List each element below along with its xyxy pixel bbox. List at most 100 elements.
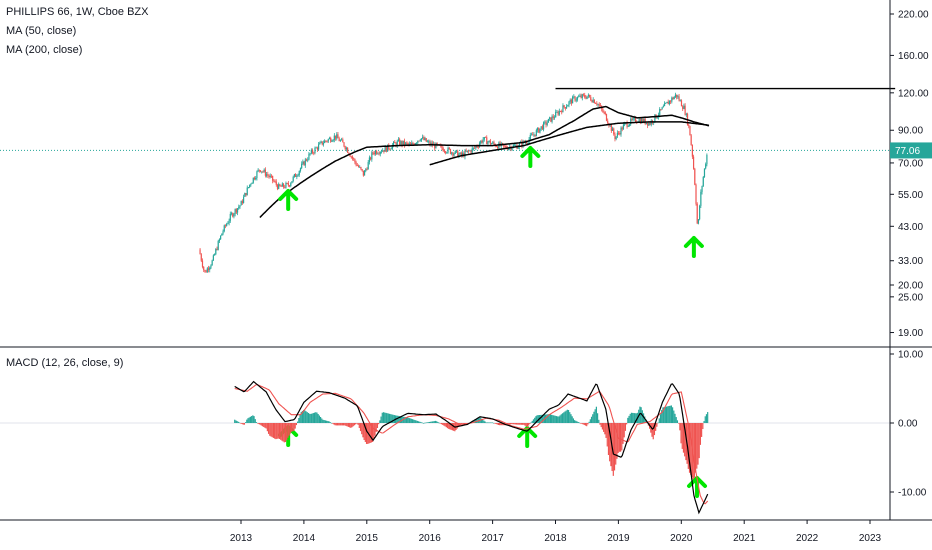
last-price-tag	[890, 142, 932, 159]
x-tick-label: 2016	[419, 533, 442, 544]
candle-body	[284, 186, 286, 188]
macd-histogram-bar	[272, 423, 275, 438]
macd-histogram-bar	[671, 407, 674, 423]
macd-histogram-bar	[577, 421, 579, 423]
candle-body	[564, 107, 566, 109]
candle-body	[460, 152, 462, 156]
macd-histogram-bar	[632, 412, 634, 423]
last-price-label: 77.06	[895, 146, 920, 157]
macd-histogram-bar	[440, 423, 443, 425]
candle-body	[471, 148, 473, 153]
macd-histogram-bar	[667, 406, 669, 423]
price-y-tick-label: 220.00	[898, 9, 929, 20]
candle-body	[259, 170, 262, 172]
macd-histogram-bar	[294, 423, 296, 429]
candle-body	[276, 184, 279, 189]
macd-histogram-bar	[495, 423, 497, 424]
signal-line	[234, 384, 709, 505]
macd-histogram-bar	[254, 419, 256, 423]
candle-body	[424, 138, 426, 141]
macd-histogram-bar	[432, 421, 434, 423]
macd-histogram-bar	[535, 416, 537, 423]
macd-histogram-bar	[589, 419, 591, 423]
macd-histogram-bar	[303, 409, 305, 423]
macd-histogram-bar	[472, 420, 474, 423]
macd-histogram-bar	[519, 423, 521, 425]
candle-body	[292, 176, 294, 182]
macd-histogram-bar	[676, 420, 679, 423]
macd-histogram-bar	[280, 423, 282, 440]
macd-histogram-bar	[271, 423, 273, 438]
macd-histogram-bar	[681, 423, 683, 449]
candle-body	[417, 140, 419, 143]
candle-body	[598, 104, 600, 106]
candle-body	[700, 191, 702, 206]
candle-body	[620, 127, 622, 135]
macd-histogram-bar	[351, 423, 353, 428]
candle-body	[677, 96, 679, 98]
macd-histogram-bar	[497, 423, 500, 425]
macd-histogram-bar	[431, 421, 433, 423]
candle-body	[638, 119, 640, 122]
candle-body	[302, 161, 304, 164]
macd-histogram-bar	[414, 420, 416, 423]
macd-histogram-bar	[355, 423, 357, 425]
candle-body	[671, 97, 673, 102]
candle-body	[229, 213, 231, 221]
macd-histogram-bar	[520, 423, 522, 425]
macd-histogram-bar	[524, 423, 526, 426]
buy-arrow-icon	[278, 189, 299, 211]
candle-body	[457, 150, 459, 158]
macd-histogram-bar	[242, 423, 244, 425]
macd-histogram-bar	[444, 423, 446, 427]
candle-body	[488, 140, 490, 142]
macd-histogram-bar	[578, 422, 581, 424]
candle-body	[347, 147, 349, 153]
candle-body	[621, 127, 623, 130]
price-pane	[0, 87, 896, 273]
macd-histogram-bar	[512, 423, 514, 425]
macd-histogram-bar	[415, 420, 417, 423]
macd-histogram-bar	[662, 407, 664, 423]
macd-histogram-bar	[234, 419, 236, 423]
candle-body	[486, 137, 488, 145]
candle-body	[691, 145, 693, 157]
macd-histogram-bar	[324, 420, 327, 423]
candle-body	[626, 122, 628, 127]
candle-body	[631, 118, 633, 120]
macd-histogram-bar	[542, 414, 544, 423]
candle-body	[359, 166, 361, 168]
macd-histogram-bar	[421, 422, 423, 424]
macd-histogram-bar	[318, 415, 320, 423]
macd-histogram-bar	[548, 414, 550, 423]
macd-histogram-bar	[238, 422, 241, 424]
candle-body	[579, 95, 581, 97]
candle-body	[290, 183, 292, 186]
candle-body	[246, 187, 248, 196]
x-tick-label: 2019	[607, 533, 630, 544]
candle-body	[423, 137, 425, 141]
macd-histogram-bar	[353, 423, 356, 426]
macd-histogram-bar	[564, 411, 566, 423]
candle-body	[234, 209, 236, 214]
candle-body	[547, 118, 550, 123]
macd-histogram-bar	[698, 423, 700, 459]
candle-body	[435, 142, 437, 149]
candle-body	[296, 176, 298, 177]
macd-histogram-bar	[385, 412, 387, 423]
macd-histogram-bar	[439, 423, 441, 424]
candle-body	[400, 141, 402, 145]
candle-body	[595, 103, 597, 104]
macd-histogram-bar	[388, 413, 391, 423]
macd-histogram-bar	[346, 423, 348, 427]
candle-body	[338, 138, 340, 142]
macd-histogram-bar	[338, 423, 340, 426]
price-y-tick-label: 33.00	[898, 256, 923, 267]
candle-body	[408, 143, 410, 145]
candle-body	[556, 111, 558, 113]
macd-histogram-bar	[356, 423, 358, 424]
macd-histogram-bar	[334, 423, 336, 426]
candle-body	[541, 126, 543, 130]
candle-body	[365, 169, 367, 171]
